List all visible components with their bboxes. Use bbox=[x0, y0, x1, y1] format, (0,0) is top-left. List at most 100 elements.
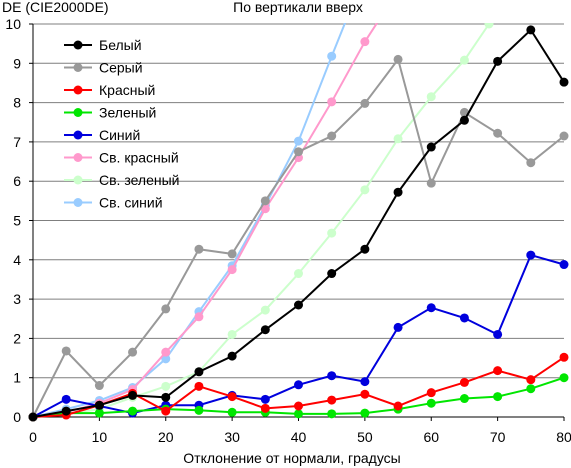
y-tick-label: 1 bbox=[13, 370, 21, 386]
data-point bbox=[260, 196, 270, 206]
data-point bbox=[484, 23, 494, 29]
legend-item: Синий bbox=[64, 127, 140, 143]
legend-label: Зеленый bbox=[99, 105, 156, 121]
data-point bbox=[28, 412, 38, 422]
x-tick-label: 20 bbox=[158, 429, 174, 445]
series-line bbox=[32, 253, 565, 418]
y-tick-label: 3 bbox=[13, 291, 21, 307]
data-point bbox=[128, 406, 138, 416]
data-point bbox=[94, 381, 104, 391]
data-point bbox=[459, 55, 469, 65]
data-point bbox=[360, 244, 370, 254]
data-point bbox=[94, 408, 104, 418]
x-tick-label: 50 bbox=[357, 429, 373, 445]
data-point bbox=[360, 37, 370, 47]
legend-marker bbox=[73, 198, 83, 207]
x-tick-label: 30 bbox=[224, 429, 240, 445]
data-point bbox=[128, 347, 138, 357]
data-point bbox=[294, 147, 303, 157]
legend-marker bbox=[73, 175, 83, 185]
data-point bbox=[260, 204, 270, 214]
legend-label: Серый bbox=[99, 60, 143, 76]
data-point bbox=[559, 77, 569, 87]
data-point bbox=[227, 351, 237, 361]
series-group bbox=[28, 23, 569, 422]
legend-item: Св. синий bbox=[64, 195, 163, 211]
data-point bbox=[493, 56, 503, 66]
data-point bbox=[327, 409, 337, 419]
data-point bbox=[393, 134, 403, 144]
data-point bbox=[260, 305, 270, 315]
data-point bbox=[493, 329, 503, 339]
series-line bbox=[32, 23, 379, 418]
data-point bbox=[426, 388, 436, 398]
data-point bbox=[459, 377, 469, 387]
data-point bbox=[426, 398, 436, 408]
x-axis-title: Отклонение от нормали, градусы bbox=[183, 450, 400, 466]
data-point bbox=[294, 409, 303, 419]
legend-label: Св. красный bbox=[99, 150, 179, 166]
legend-marker bbox=[73, 40, 83, 50]
legend-item: Красный bbox=[64, 82, 155, 98]
data-point bbox=[227, 329, 237, 339]
data-point bbox=[360, 389, 370, 399]
y-tick-label: 0 bbox=[13, 409, 21, 425]
legend-label: Белый bbox=[99, 37, 142, 53]
data-point bbox=[61, 346, 71, 356]
legend-marker bbox=[73, 130, 83, 140]
data-point bbox=[161, 347, 171, 357]
data-point bbox=[194, 312, 204, 322]
legend-label: Синий bbox=[99, 127, 140, 143]
y-tick-label: 8 bbox=[13, 95, 21, 111]
data-point bbox=[559, 373, 569, 383]
data-point bbox=[360, 377, 370, 387]
data-point bbox=[459, 394, 469, 404]
data-point bbox=[360, 185, 370, 195]
data-point bbox=[526, 250, 536, 260]
data-point bbox=[194, 244, 204, 254]
data-point bbox=[526, 384, 536, 394]
data-point bbox=[161, 381, 171, 391]
x-tick-label: 60 bbox=[423, 429, 439, 445]
data-point bbox=[128, 390, 138, 400]
x-tick-label: 80 bbox=[556, 429, 571, 445]
series-5 bbox=[28, 23, 379, 422]
data-point bbox=[393, 187, 403, 197]
y-tick-label: 10 bbox=[5, 16, 21, 32]
data-point bbox=[294, 136, 303, 146]
data-point bbox=[526, 375, 536, 385]
y-tick-label: 2 bbox=[13, 330, 21, 346]
data-point bbox=[61, 406, 71, 416]
data-point bbox=[526, 25, 536, 35]
legend-item: Зеленый bbox=[64, 105, 156, 121]
data-point bbox=[161, 304, 171, 314]
y-tick-label: 5 bbox=[13, 213, 21, 229]
legend-item: Св. красный bbox=[64, 150, 179, 166]
y-tick-label: 7 bbox=[13, 134, 21, 150]
legend-label: Св. зеленый bbox=[99, 172, 179, 188]
data-point bbox=[327, 395, 337, 405]
data-point bbox=[559, 260, 569, 270]
x-tick-label: 70 bbox=[490, 429, 506, 445]
data-point bbox=[94, 400, 104, 410]
data-point bbox=[459, 313, 469, 323]
x-tick-label: 40 bbox=[291, 429, 307, 445]
grid bbox=[33, 23, 564, 379]
x-tick-label: 10 bbox=[92, 429, 108, 445]
y-tick-label: 9 bbox=[13, 55, 21, 71]
legend-marker bbox=[73, 108, 83, 117]
data-point bbox=[327, 371, 337, 381]
data-point bbox=[493, 128, 503, 138]
data-point bbox=[459, 115, 469, 125]
data-point bbox=[194, 405, 204, 415]
y-axis-title: DE (CIE2000DE) bbox=[2, 0, 109, 15]
data-point bbox=[393, 401, 403, 411]
data-point bbox=[327, 269, 337, 279]
series-line bbox=[32, 23, 347, 418]
y-tick-label: 4 bbox=[13, 252, 21, 268]
data-point bbox=[426, 92, 436, 102]
data-point bbox=[161, 392, 171, 402]
data-point bbox=[493, 392, 503, 402]
legend: Белый Серый Красный Зеленый Синий Св. красный… bbox=[64, 37, 179, 211]
